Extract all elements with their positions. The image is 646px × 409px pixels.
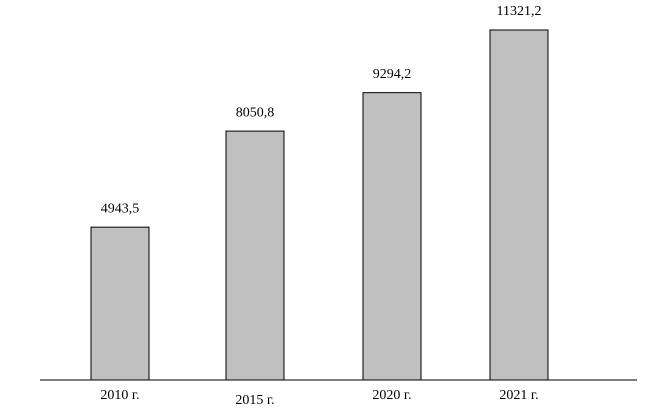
- value-label: 11321,2: [497, 4, 542, 19]
- value-label: 8050,8: [236, 105, 275, 120]
- bar: [225, 130, 285, 381]
- x-tick-label: 2021 г.: [499, 388, 538, 403]
- bar: [362, 92, 422, 381]
- x-tick-label: 2020 г.: [372, 388, 411, 403]
- bar: [90, 226, 150, 381]
- value-label: 9294,2: [373, 67, 412, 82]
- value-label: 4943,5: [101, 201, 140, 216]
- x-tick-label: 2015 г.: [235, 393, 274, 408]
- bar: [489, 29, 549, 381]
- x-tick-label: 2010 г.: [100, 388, 139, 403]
